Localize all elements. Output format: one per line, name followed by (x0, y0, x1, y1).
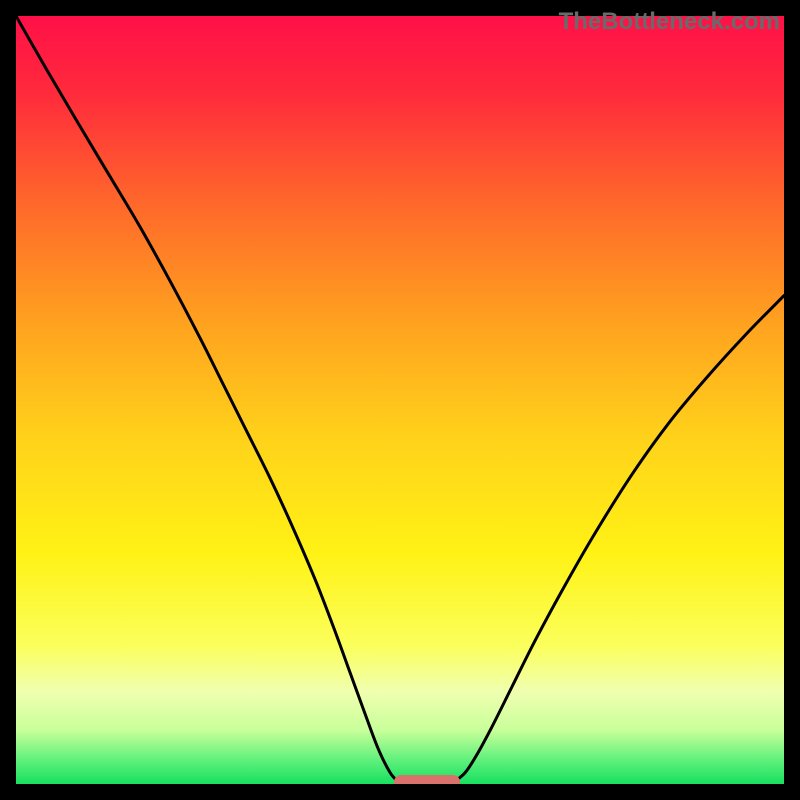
plot-area (16, 16, 784, 784)
bottleneck-curve (16, 16, 784, 784)
bottleneck-marker (394, 775, 459, 784)
chart-frame: TheBottleneck.com (0, 0, 800, 800)
watermark: TheBottleneck.com (559, 8, 780, 36)
